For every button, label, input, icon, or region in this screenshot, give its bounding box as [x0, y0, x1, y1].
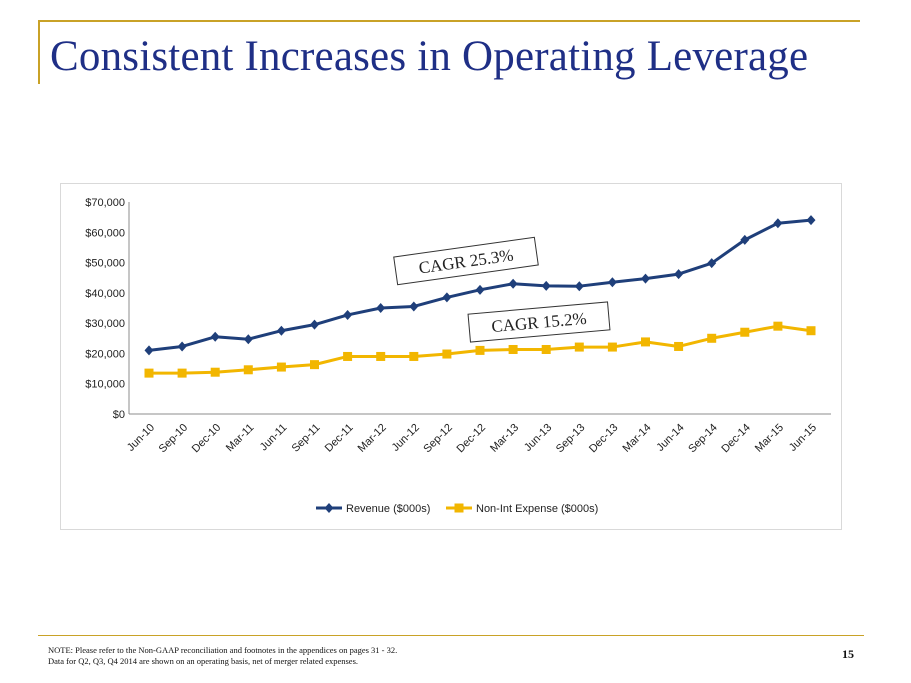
- chart-axes: [128, 202, 831, 415]
- x-tick-label: Dec-11: [323, 422, 356, 455]
- x-tick-label: Sep-10: [157, 422, 191, 456]
- data-point-square: [243, 365, 253, 375]
- footer-divider: [38, 635, 864, 636]
- data-point-diamond: [243, 334, 253, 345]
- data-point-diamond: [574, 281, 584, 292]
- x-tick-label: Mar-12: [356, 422, 389, 455]
- legend-marker: [324, 503, 334, 513]
- data-point-diamond: [177, 341, 187, 352]
- legend-item: Non-Int Expense ($000s): [446, 503, 598, 515]
- x-tick-label: Sep-13: [554, 422, 588, 456]
- y-tick-label: $30,000: [85, 318, 125, 330]
- data-point-diamond: [376, 303, 386, 313]
- chart-area: $0 $10,000 $20,000 $30,000 $40,000 $50,000 $60…: [60, 183, 842, 530]
- x-tick-label: Mar-13: [488, 422, 521, 455]
- x-tick-label: Jun-12: [390, 422, 422, 454]
- x-tick-label: Mar-11: [224, 422, 257, 455]
- chart-legend: Revenue ($000s) Non-Int Expense ($000s): [316, 503, 598, 515]
- data-point-square: [541, 344, 551, 354]
- data-point-diamond: [310, 319, 319, 330]
- data-point-square: [740, 327, 750, 337]
- cagr-annotation: CAGR 25.3%: [393, 236, 539, 286]
- data-point-square: [442, 349, 452, 359]
- data-point-diamond: [607, 277, 617, 288]
- data-point-square: [574, 342, 584, 352]
- x-tick-label: Dec-10: [190, 422, 224, 456]
- data-point-diamond: [508, 278, 518, 289]
- data-point-square: [343, 351, 353, 361]
- y-tick-label: $10,000: [85, 379, 125, 391]
- data-point-diamond: [674, 269, 684, 280]
- x-axis-tick-labels: Jun-10 Sep-10 Dec-10 Mar-11 Jun-11 Sep-11 Dec-…: [125, 422, 819, 456]
- y-tick-label: $50,000: [85, 258, 125, 270]
- data-point-square: [641, 337, 650, 347]
- data-point-square: [376, 351, 386, 361]
- data-point-square: [707, 333, 717, 343]
- data-point-diamond: [707, 258, 717, 269]
- data-point-diamond: [409, 301, 419, 312]
- series-1: [144, 215, 816, 356]
- data-point-diamond: [210, 331, 220, 342]
- y-axis-tick-labels: $0 $10,000 $20,000 $30,000 $40,000 $50,000 $60…: [85, 197, 125, 421]
- x-tick-label: Mar-15: [753, 422, 786, 455]
- data-point-diamond: [541, 280, 551, 291]
- annotation-box: [393, 236, 539, 286]
- legend-label: Revenue ($000s): [346, 503, 430, 515]
- x-tick-label: Jun-13: [522, 422, 554, 454]
- data-point-diamond: [641, 273, 650, 284]
- line-chart: $0 $10,000 $20,000 $30,000 $40,000 $50,000 $60…: [85, 197, 831, 515]
- legend-marker: [454, 503, 464, 513]
- data-point-square: [210, 367, 220, 377]
- x-tick-label: Sep-14: [686, 422, 720, 456]
- data-point-diamond: [806, 215, 816, 226]
- x-tick-label: Jun-11: [258, 422, 290, 454]
- data-point-square: [144, 368, 154, 378]
- series-2: [144, 321, 816, 378]
- x-tick-label: Jun-15: [787, 422, 819, 454]
- data-point-square: [508, 344, 518, 354]
- x-tick-label: Sep-11: [290, 422, 323, 455]
- data-point-diamond: [475, 284, 485, 295]
- x-tick-label: Dec-14: [719, 422, 753, 456]
- data-point-square: [475, 345, 485, 355]
- y-tick-label: $20,000: [85, 348, 125, 360]
- annotation-layer: CAGR 25.3% CAGR 15.2%: [393, 236, 611, 343]
- series-layer: [144, 215, 816, 378]
- data-point-square: [310, 360, 319, 370]
- data-point-square: [806, 326, 816, 336]
- legend-label: Non-Int Expense ($000s): [476, 503, 598, 515]
- data-point-diamond: [740, 234, 750, 245]
- data-point-square: [773, 321, 783, 331]
- data-point-square: [409, 351, 419, 361]
- x-tick-label: Jun-10: [125, 422, 157, 454]
- legend-item: Revenue ($000s): [316, 503, 430, 515]
- footnote-line-2: Data for Q2, Q3, Q4 2014 are shown on an…: [48, 656, 359, 666]
- y-tick-label: $0: [113, 409, 125, 421]
- y-tick-label: $70,000: [85, 197, 125, 209]
- annotation-box: [467, 301, 611, 343]
- x-tick-label: Sep-12: [421, 422, 455, 456]
- x-tick-label: Dec-12: [455, 422, 489, 456]
- data-point-square: [276, 362, 286, 372]
- data-point-diamond: [343, 309, 353, 320]
- data-point-diamond: [276, 325, 286, 336]
- data-point-square: [177, 368, 187, 378]
- x-tick-label: Mar-14: [620, 422, 653, 455]
- title-frame: [38, 20, 860, 84]
- page-number: 15: [842, 647, 854, 661]
- x-tick-label: Dec-13: [587, 422, 621, 456]
- data-point-diamond: [773, 218, 783, 229]
- footnote-line-1: NOTE: Please refer to the Non-GAAP recon…: [48, 645, 398, 655]
- page-title: Consistent Increases in Operating Levera…: [50, 33, 809, 80]
- data-point-square: [674, 341, 684, 351]
- y-tick-label: $40,000: [85, 288, 125, 300]
- y-tick-label: $60,000: [85, 227, 125, 239]
- cagr-annotation: CAGR 15.2%: [467, 301, 611, 343]
- data-point-square: [607, 342, 617, 352]
- data-point-diamond: [144, 345, 154, 356]
- x-tick-label: Jun-14: [654, 422, 686, 454]
- data-point-diamond: [442, 292, 452, 303]
